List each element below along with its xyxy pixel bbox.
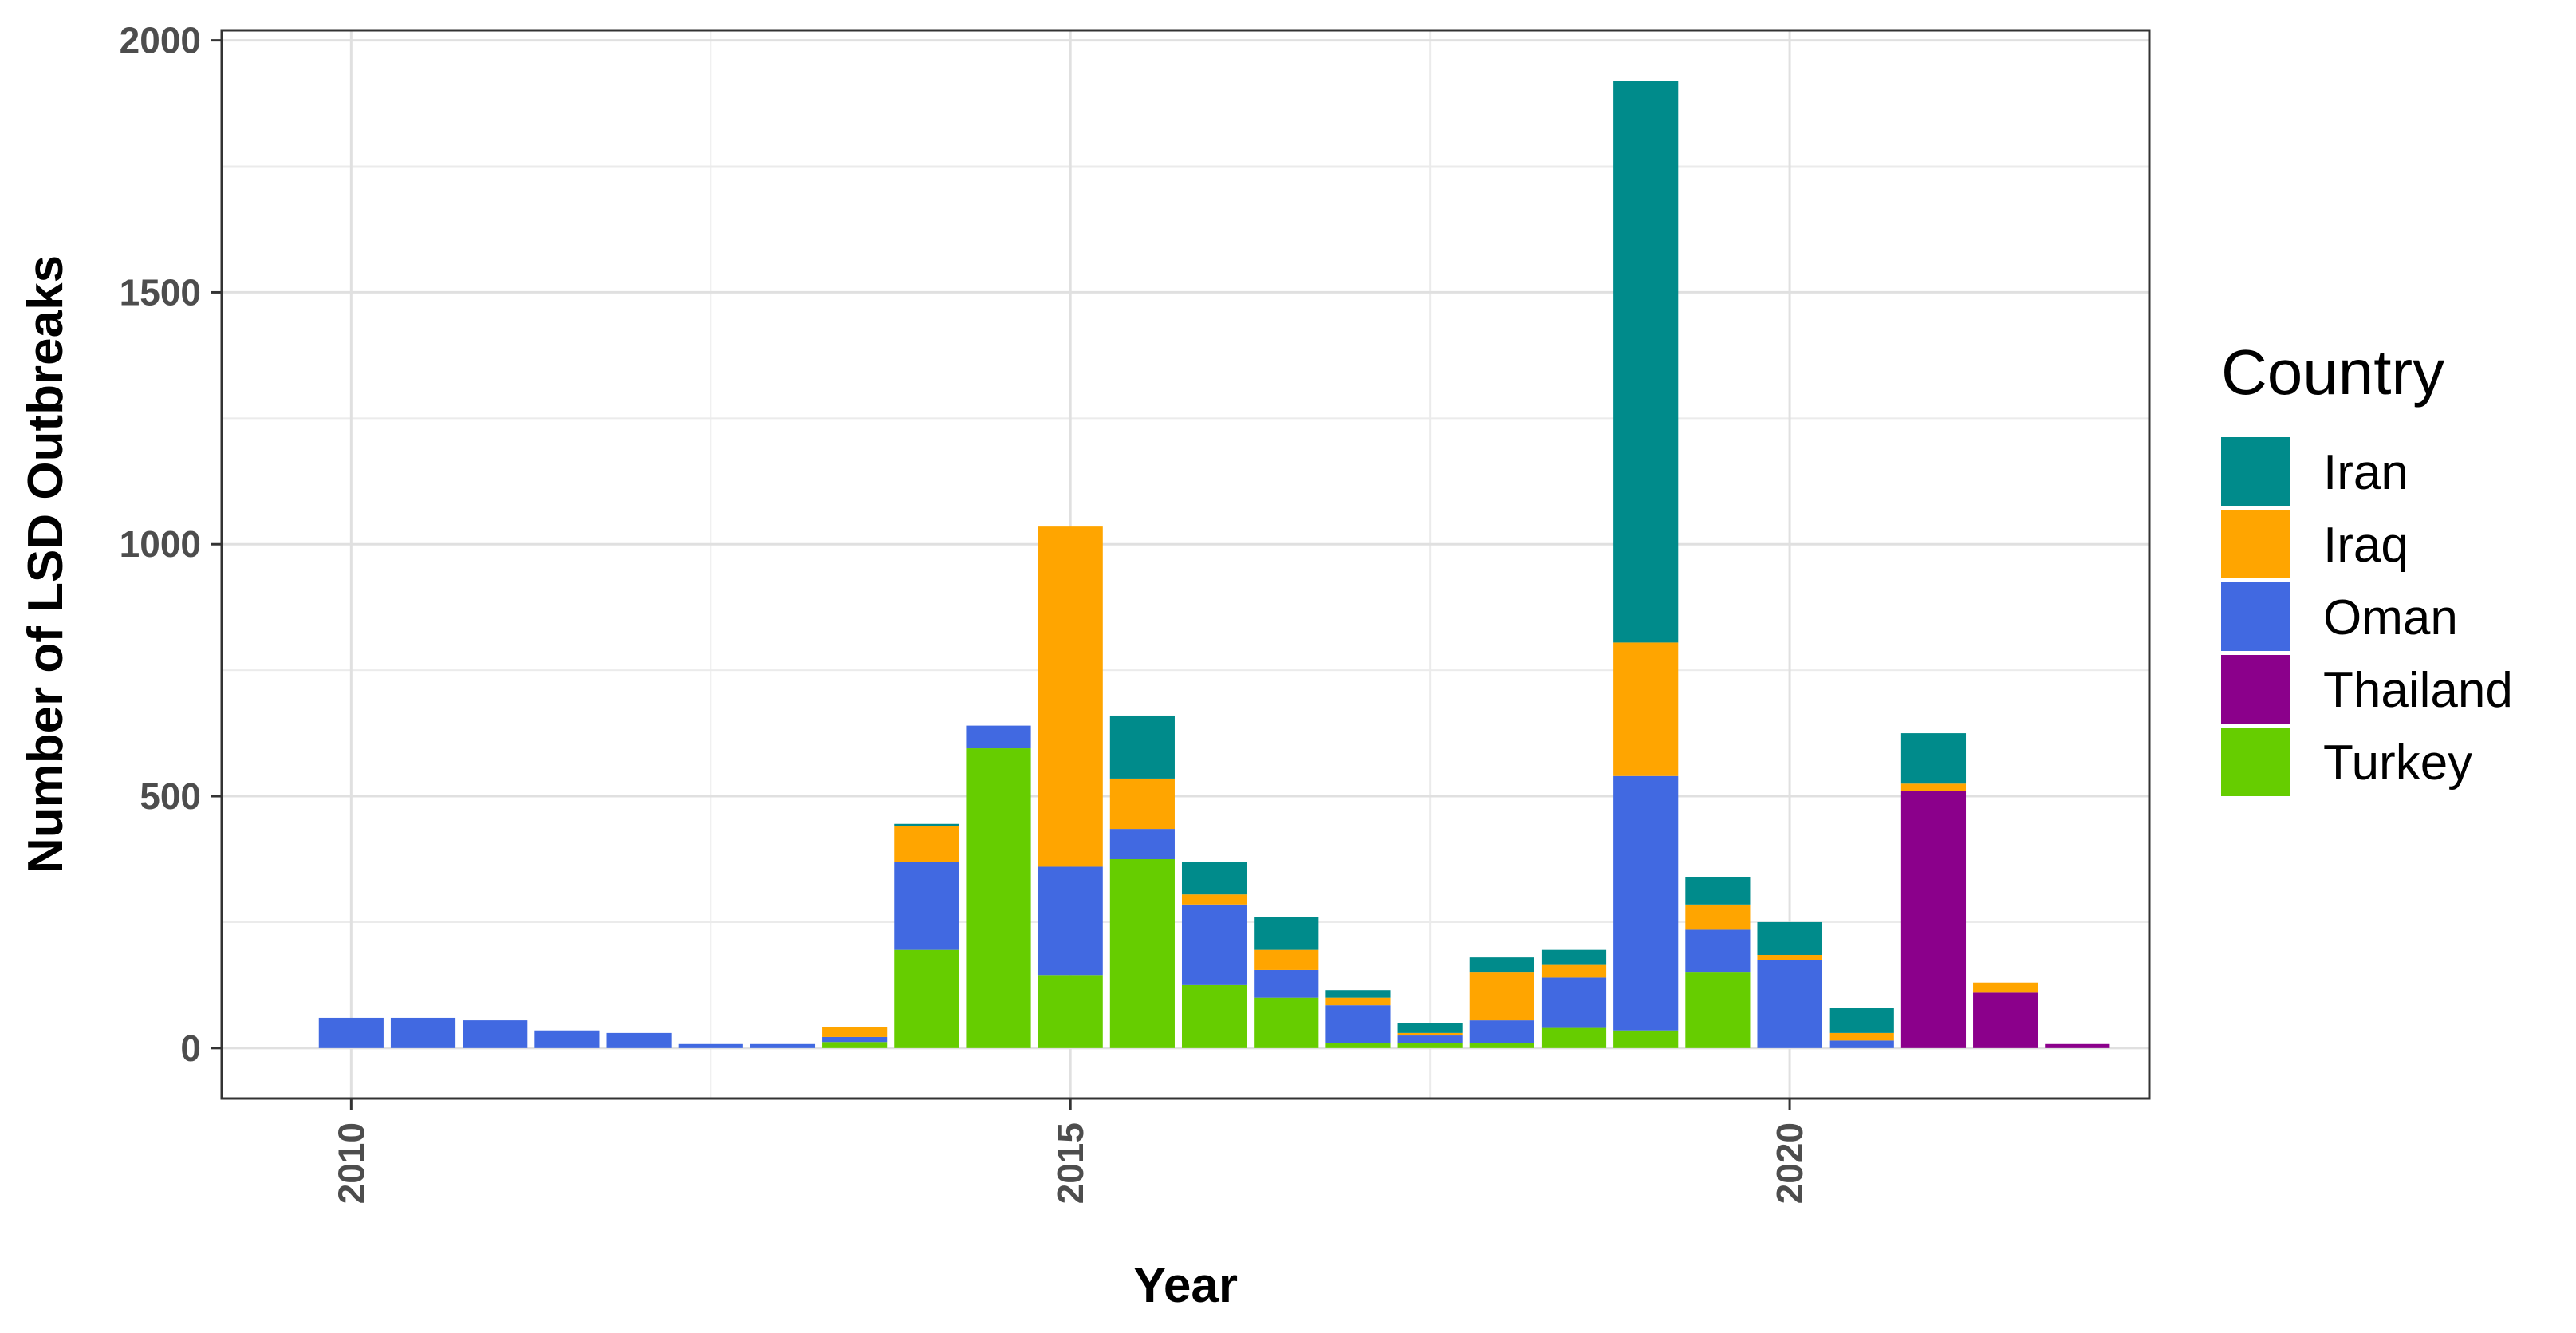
- bar-iraq-10: [1038, 526, 1103, 867]
- bar-iraq-15: [1397, 1032, 1463, 1036]
- bar-iraq-7: [822, 1027, 888, 1037]
- bar-iraq-13: [1254, 949, 1319, 970]
- bar-turkey-10: [1038, 975, 1103, 1048]
- bar-iran-14: [1325, 990, 1391, 998]
- legend-key-turkey: [2221, 728, 2290, 796]
- y-tick-label: 500: [140, 775, 201, 817]
- y-tick-label: 2000: [120, 20, 201, 61]
- x-tick-label: 2010: [330, 1122, 372, 1204]
- bar-oman-8: [894, 862, 959, 950]
- bar-oman-6: [750, 1043, 816, 1048]
- y-tick-label: 0: [180, 1027, 201, 1069]
- bar-iran-19: [1685, 877, 1751, 905]
- bar-turkey-9: [966, 748, 1031, 1048]
- bar-oman-20: [1757, 960, 1822, 1048]
- bar-oman-19: [1685, 929, 1751, 973]
- bar-iraq-12: [1181, 894, 1247, 905]
- bar-oman-13: [1254, 969, 1319, 998]
- bar-iraq-21: [1829, 1032, 1894, 1041]
- y-tick-label: 1500: [120, 271, 201, 313]
- bar-iraq-23: [1973, 982, 2038, 993]
- bar-oman-11: [1109, 829, 1175, 859]
- bar-iraq-8: [894, 826, 959, 862]
- legend-title: Country: [2221, 337, 2444, 408]
- bar-oman-18: [1613, 775, 1679, 1031]
- bar-turkey-18: [1613, 1030, 1679, 1048]
- bar-iraq-19: [1685, 904, 1751, 930]
- bar-iran-21: [1829, 1008, 1894, 1033]
- x-tick-label: 2020: [1769, 1122, 1810, 1204]
- bar-iraq-18: [1613, 642, 1679, 776]
- bar-iran-15: [1397, 1023, 1463, 1033]
- bar-oman-9: [966, 725, 1031, 749]
- legend-label-oman: Oman: [2323, 590, 2458, 645]
- bar-oman-1: [390, 1017, 456, 1048]
- bar-turkey-14: [1325, 1043, 1391, 1048]
- bar-oman-16: [1469, 1020, 1534, 1043]
- bar-turkey-13: [1254, 997, 1319, 1048]
- bar-iran-20: [1757, 921, 1822, 955]
- bar-oman-5: [678, 1043, 743, 1048]
- bar-oman-12: [1181, 904, 1247, 985]
- bar-iraq-22: [1900, 783, 1967, 791]
- bar-iran-16: [1469, 957, 1534, 973]
- legend-key-thailand: [2221, 655, 2290, 724]
- bar-thailand-22: [1900, 791, 1967, 1048]
- bar-oman-14: [1325, 1005, 1391, 1043]
- bar-turkey-16: [1469, 1043, 1534, 1048]
- bar-oman-0: [318, 1017, 384, 1048]
- bar-iran-18: [1613, 81, 1679, 643]
- bar-oman-17: [1541, 977, 1607, 1028]
- legend-key-oman: [2221, 582, 2290, 651]
- bar-oman-21: [1829, 1040, 1894, 1048]
- bar-iraq-20: [1757, 954, 1822, 960]
- plot-border: [220, 29, 2151, 1100]
- legend-key-iraq: [2221, 510, 2290, 578]
- bar-iran-22: [1900, 733, 1967, 784]
- bar-turkey-11: [1109, 858, 1175, 1048]
- bar-turkey-8: [894, 949, 959, 1048]
- bar-oman-3: [534, 1030, 600, 1048]
- bar-oman-2: [463, 1020, 528, 1048]
- legend-label-turkey: Turkey: [2323, 736, 2472, 791]
- bar-oman-4: [606, 1032, 672, 1048]
- x-axis-title: Year: [1133, 1258, 1238, 1313]
- bar-iraq-11: [1109, 778, 1175, 830]
- bar-turkey-15: [1397, 1043, 1463, 1048]
- bar-turkey-7: [822, 1042, 888, 1048]
- bar-turkey-19: [1685, 972, 1751, 1048]
- bar-thailand-24: [2045, 1043, 2110, 1048]
- bar-iran-13: [1254, 917, 1319, 950]
- legend-label-thailand: Thailand: [2323, 663, 2513, 718]
- y-tick-label: 1000: [120, 523, 201, 565]
- bar-iran-11: [1109, 715, 1175, 779]
- bar-turkey-12: [1181, 984, 1247, 1048]
- bar-iraq-16: [1469, 972, 1534, 1021]
- bar-iran-12: [1181, 862, 1247, 895]
- bar-iraq-14: [1325, 997, 1391, 1006]
- bar-iran-8: [894, 823, 959, 826]
- legend-label-iraq: Iraq: [2323, 518, 2409, 573]
- legend-key-iran: [2221, 437, 2290, 506]
- bar-iran-17: [1541, 949, 1607, 965]
- bar-iraq-17: [1541, 964, 1607, 978]
- bar-turkey-17: [1541, 1027, 1607, 1048]
- bar-oman-7: [822, 1036, 888, 1043]
- y-axis-title: Number of LSD Outbreaks: [18, 255, 73, 874]
- legend-label-iran: Iran: [2323, 445, 2409, 500]
- x-tick-label: 2015: [1050, 1122, 1091, 1204]
- bar-oman-10: [1038, 866, 1103, 976]
- bar-thailand-23: [1973, 992, 2038, 1048]
- bar-oman-15: [1397, 1035, 1463, 1043]
